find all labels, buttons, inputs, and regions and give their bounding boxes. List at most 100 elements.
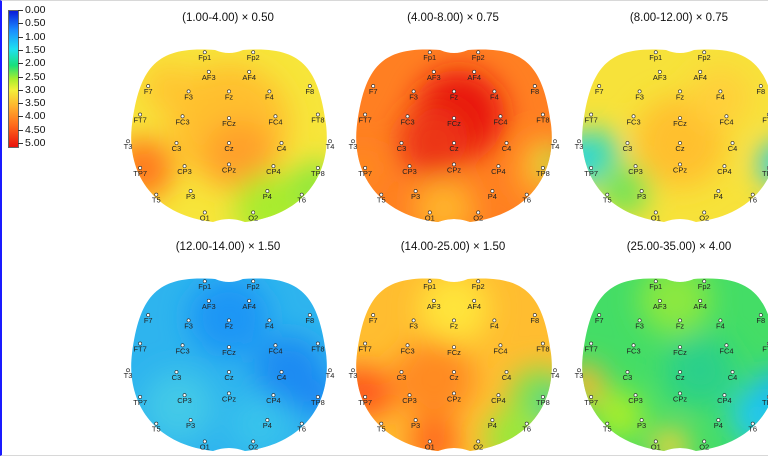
electrode-label: Fp2 bbox=[247, 53, 260, 62]
electrode-marker bbox=[758, 313, 763, 317]
electrode-marker bbox=[138, 341, 143, 346]
electrode-label: F7 bbox=[595, 87, 604, 96]
electrode-marker bbox=[227, 391, 231, 396]
electrode-marker bbox=[472, 298, 477, 303]
electrode-marker bbox=[639, 418, 644, 422]
electrode-label: Cz bbox=[449, 373, 458, 382]
electrode-marker bbox=[267, 318, 272, 323]
electrode-marker bbox=[476, 439, 481, 444]
electrode-marker bbox=[553, 368, 557, 373]
electrode-marker bbox=[504, 141, 509, 145]
electrode-marker bbox=[363, 112, 368, 117]
electrode-label: CP4 bbox=[491, 167, 506, 176]
electrode-label: T6 bbox=[297, 196, 306, 205]
color-scale-tick bbox=[18, 129, 23, 131]
electrode-marker bbox=[678, 89, 682, 94]
electrode-marker bbox=[750, 421, 755, 426]
electrode-marker bbox=[227, 162, 231, 167]
electrode-marker bbox=[678, 391, 682, 396]
electrode-label: CPz bbox=[222, 394, 236, 403]
electrode-label: AF3 bbox=[427, 302, 441, 311]
panel-title-1: (4.00-8.00) × 0.75 bbox=[407, 12, 499, 24]
electrode-label: P3 bbox=[186, 421, 195, 430]
electrode-marker bbox=[698, 298, 703, 303]
electrode-marker bbox=[413, 189, 418, 193]
electrode-label: F7 bbox=[369, 316, 378, 325]
activity-region bbox=[413, 178, 475, 222]
electrode-label: AF4 bbox=[242, 302, 256, 311]
electrode-marker bbox=[637, 89, 642, 94]
electrode-marker bbox=[202, 439, 207, 444]
electrode-label: FCz bbox=[673, 119, 687, 128]
electrode-label: Fz bbox=[225, 321, 234, 330]
electrode-label: P4 bbox=[714, 421, 723, 430]
electrode-marker bbox=[589, 395, 594, 399]
electrode-label: T5 bbox=[377, 425, 386, 434]
electrode-label: CP4 bbox=[717, 167, 732, 176]
electrode-label: F8 bbox=[530, 316, 539, 325]
head-topomap-4: Fp1 Fp2 AF3 AF4 F7 F3 Fz F4 F8 FT7 FC3 FCz FC4 FT8 T3 C… bbox=[349, 278, 559, 451]
electrode-marker bbox=[730, 141, 735, 145]
electrode-label: O1 bbox=[651, 213, 661, 222]
electrode-marker bbox=[524, 421, 529, 426]
electrode-label: T3 bbox=[349, 142, 358, 151]
electrode-marker bbox=[540, 395, 545, 399]
electrode-marker bbox=[174, 370, 179, 374]
electrode-label: CP4 bbox=[266, 396, 281, 405]
electrode-label: T4 bbox=[551, 142, 560, 151]
electrode-marker bbox=[202, 279, 207, 284]
electrode-marker bbox=[492, 89, 497, 94]
electrode-marker bbox=[279, 141, 284, 145]
electrode-marker bbox=[605, 421, 610, 426]
electrode-label: CPz bbox=[222, 165, 236, 174]
electrode-label: TP8 bbox=[762, 169, 768, 178]
electrode-marker bbox=[678, 318, 682, 323]
electrode-marker bbox=[363, 341, 368, 346]
electrode-label: FT8 bbox=[311, 116, 324, 125]
electrode-label: P3 bbox=[411, 192, 420, 201]
electrode-marker bbox=[722, 393, 727, 398]
electrode-label: CP3 bbox=[177, 167, 192, 176]
electrode-label: P3 bbox=[637, 421, 646, 430]
electrode-label: FC3 bbox=[175, 346, 189, 355]
electrode-label: C3 bbox=[397, 144, 407, 153]
activity-region bbox=[651, 428, 689, 451]
electrode-label: C3 bbox=[623, 144, 633, 153]
activity-region bbox=[234, 173, 305, 222]
electrode-label: T4 bbox=[326, 142, 335, 151]
electrode-label: CP4 bbox=[266, 167, 281, 176]
electrode-marker bbox=[553, 139, 557, 144]
electrode-label: C3 bbox=[397, 373, 407, 382]
electrode-marker bbox=[427, 439, 432, 444]
electrode-marker bbox=[146, 313, 151, 317]
electrode-marker bbox=[452, 318, 456, 323]
electrode-label: F3 bbox=[635, 321, 644, 330]
electrode-label: F8 bbox=[756, 87, 765, 96]
electrode-marker bbox=[315, 395, 320, 399]
electrode-marker bbox=[698, 69, 703, 74]
electrode-label: CP3 bbox=[628, 167, 643, 176]
electrode-label: T3 bbox=[575, 142, 584, 151]
activity-region bbox=[356, 367, 394, 419]
electrode-label: F4 bbox=[265, 92, 274, 101]
electrode-label: T3 bbox=[349, 371, 358, 380]
electrode-label: O2 bbox=[473, 213, 483, 222]
color-scale-tick bbox=[18, 36, 23, 38]
electrode-label: Cz bbox=[675, 373, 684, 382]
color-scale-tick bbox=[18, 76, 23, 78]
electrode-label: O2 bbox=[473, 442, 483, 451]
electrode-marker bbox=[678, 141, 682, 145]
electrode-marker bbox=[476, 50, 481, 55]
electrode-label: FC4 bbox=[719, 117, 733, 126]
electrode-marker bbox=[730, 370, 735, 374]
electrode-marker bbox=[146, 84, 151, 88]
electrode-marker bbox=[180, 114, 185, 119]
electrode-label: O1 bbox=[651, 442, 661, 451]
color-scale-label: 3.50 bbox=[25, 97, 46, 110]
electrode-marker bbox=[597, 84, 602, 88]
electrode-label: O2 bbox=[248, 213, 258, 222]
activity-region bbox=[229, 394, 290, 451]
head-topomap-5: Fp1 Fp2 AF3 AF4 F7 F3 Fz F4 F8 FT7 FC3 FCz FC4 FT8 T3 C… bbox=[575, 278, 768, 451]
electrode-label: Fp2 bbox=[247, 282, 260, 291]
electrode-label: FT7 bbox=[133, 116, 146, 125]
